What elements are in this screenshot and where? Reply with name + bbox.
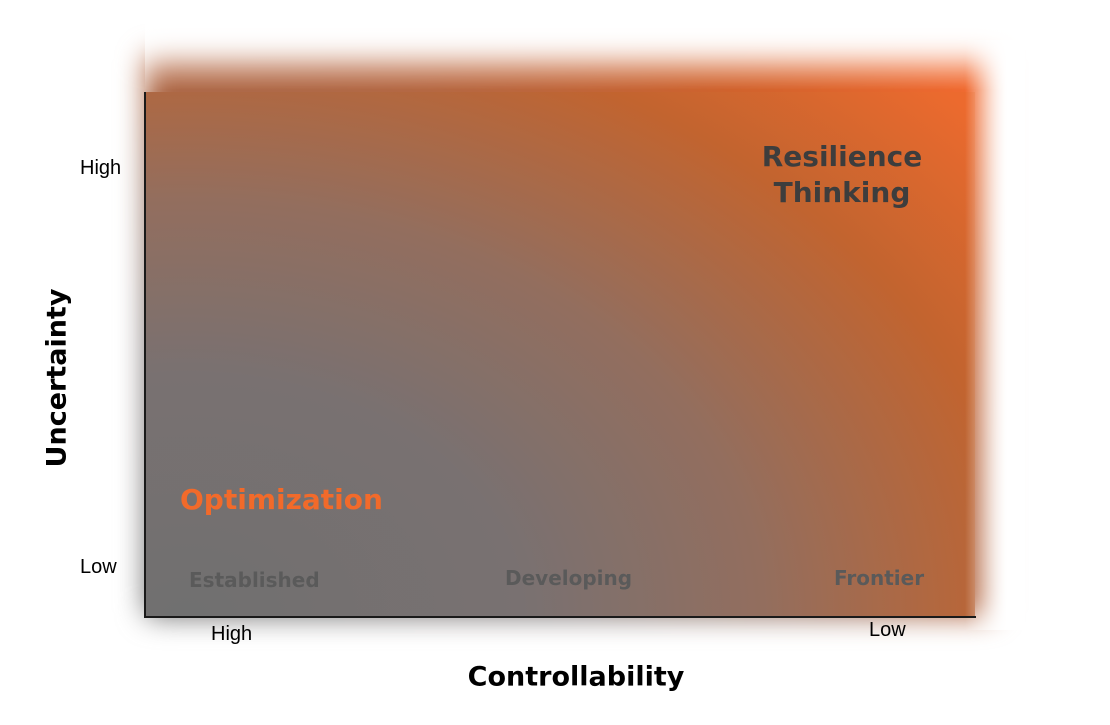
right-fade	[965, 40, 1025, 630]
resilience-line-1: Resilience	[761, 140, 923, 173]
stage-established: Established	[189, 568, 320, 592]
y-axis-line	[144, 92, 146, 618]
y-tick-high: High	[80, 157, 122, 179]
y-tick-low: Low	[80, 556, 117, 578]
x-tick-high: High	[211, 623, 253, 645]
top-fade	[145, 20, 1025, 90]
x-axis-line	[144, 616, 976, 618]
optimization-label: Optimization	[180, 483, 383, 516]
resilience-line-2: Thinking	[773, 176, 911, 209]
x-tick-low: Low	[869, 619, 906, 641]
stage-frontier: Frontier	[834, 566, 925, 590]
resilience-thinking-label: Resilience Thinking	[762, 139, 923, 211]
x-axis-title: Controllability	[467, 661, 685, 693]
gradient-plot-area	[145, 92, 975, 617]
stage-developing: Developing	[505, 566, 633, 590]
y-axis-title: Uncertainty	[41, 288, 73, 468]
